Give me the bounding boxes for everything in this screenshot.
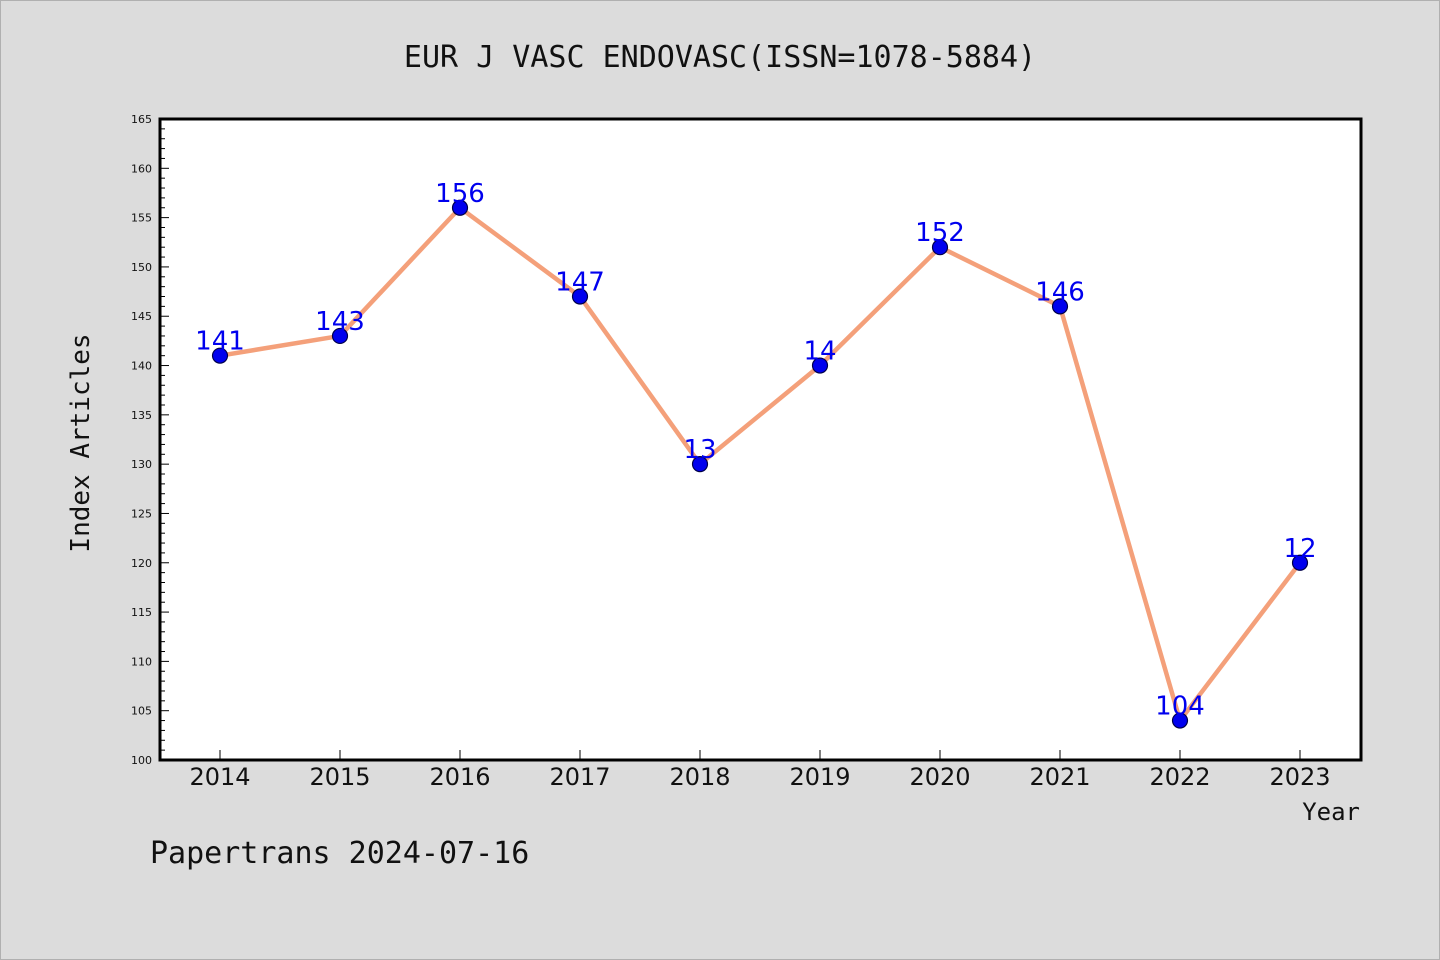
x-tick-label: 2021 xyxy=(1029,763,1090,791)
y-tick-label: 115 xyxy=(131,606,152,619)
chart-title: EUR J VASC ENDOVASC(ISSN=1078-5884) xyxy=(404,40,1036,75)
data-point xyxy=(1051,298,1069,315)
data-point xyxy=(931,239,949,256)
y-tick-label: 120 xyxy=(131,557,152,570)
x-tick-label: 2022 xyxy=(1149,763,1210,791)
data-label: 141 xyxy=(195,327,245,357)
footer-watermark: Papertrans 2024-07-16 xyxy=(150,836,529,871)
data-point xyxy=(811,357,829,374)
data-point xyxy=(691,456,709,473)
data-point xyxy=(451,199,469,216)
data-point xyxy=(331,327,349,345)
data-labels: 141 143 156 147 13 14 152 146 104 12 xyxy=(195,179,1316,722)
y-tick-label: 155 xyxy=(131,212,152,225)
y-axis-label: Index Articles xyxy=(66,333,96,552)
data-label: 104 xyxy=(1155,692,1205,722)
series-line xyxy=(219,205,1302,723)
y-tick-label: 145 xyxy=(131,310,152,323)
data-label: 13 xyxy=(683,435,716,465)
x-tick-label: 2020 xyxy=(909,763,970,791)
x-tick-label: 2019 xyxy=(789,763,850,791)
y-axis: 100 105 110 115 120 125 130 135 140 145 150 155 160 1… xyxy=(131,113,169,767)
y-tick-label: 160 xyxy=(131,162,152,175)
data-label: 146 xyxy=(1035,277,1085,307)
x-tick-label: 2023 xyxy=(1269,763,1330,791)
y-tick-label: 110 xyxy=(131,655,152,668)
y-tick-label: 135 xyxy=(131,409,152,422)
plot-area xyxy=(158,117,1363,762)
x-tick-label: 2014 xyxy=(189,763,250,791)
data-point xyxy=(1171,712,1189,729)
y-tick-label: 125 xyxy=(131,507,152,520)
data-label: 143 xyxy=(315,307,365,337)
data-point xyxy=(571,288,589,305)
data-label: 147 xyxy=(555,268,605,298)
y-tick-label: 150 xyxy=(131,261,152,274)
y-tick-label: 165 xyxy=(131,113,152,126)
x-tick-label: 2015 xyxy=(309,763,370,791)
data-label: 12 xyxy=(1283,534,1316,564)
data-label: 14 xyxy=(803,337,836,367)
y-tick-label: 140 xyxy=(131,360,152,373)
data-markers xyxy=(211,199,1309,729)
x-tick-label: 2018 xyxy=(669,763,730,791)
x-tick-label: 2017 xyxy=(549,763,610,791)
data-point xyxy=(1291,554,1309,571)
x-tick-label: 2016 xyxy=(429,763,490,791)
x-axis: 2014 2015 2016 2017 2018 2019 2020 2021 2022 2023 xyxy=(189,750,1331,791)
data-point xyxy=(211,347,229,364)
x-axis-label: Year xyxy=(1302,798,1360,826)
data-label: 156 xyxy=(435,179,485,209)
y-tick-label: 105 xyxy=(131,705,152,718)
y-tick-label: 130 xyxy=(131,458,152,471)
y-tick-label: 100 xyxy=(131,754,152,767)
data-label: 152 xyxy=(915,218,965,248)
